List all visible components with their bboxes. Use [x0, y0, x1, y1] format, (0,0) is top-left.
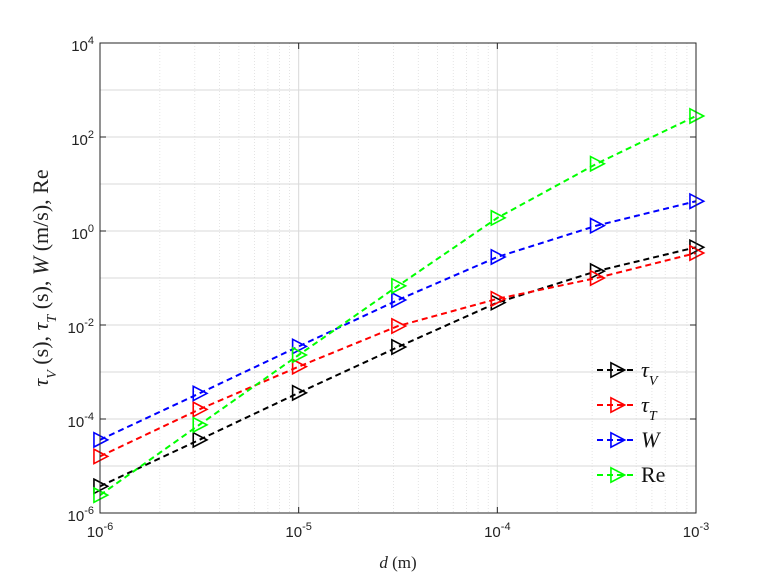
x-axis-label-var: d: [379, 553, 388, 572]
series-W: [93, 192, 706, 449]
legend-marker: [610, 431, 627, 449]
data-point: [391, 317, 408, 335]
data-point: [192, 431, 209, 449]
data-point: [291, 358, 309, 376]
x-tick-label: 10-6: [87, 521, 113, 541]
series-layer: [93, 107, 706, 504]
data-point: [490, 209, 507, 227]
y-tick-label: 10-4: [68, 411, 94, 431]
data-point: [192, 400, 209, 418]
y-tick-label: 10-2: [68, 317, 94, 337]
y-axis-label: τV (s), τT (s), W (m/s), Re: [28, 169, 60, 386]
legend-label: W: [641, 427, 661, 452]
x-tick-label: 10-4: [484, 521, 510, 541]
legend-item-W: W: [597, 427, 661, 452]
legend-item-τV: τV: [597, 357, 659, 389]
data-point: [391, 277, 408, 295]
data-point: [391, 291, 408, 309]
data-point: [589, 269, 607, 287]
y-tick-label: 100: [71, 223, 94, 243]
series-line-Re: [99, 115, 697, 496]
data-point: [689, 244, 706, 262]
series-Re: [93, 107, 706, 504]
legend-marker: [610, 466, 627, 484]
legend-marker: [610, 361, 627, 379]
series-τT: [93, 244, 706, 465]
plot-frame: [99, 42, 697, 514]
data-point: [93, 431, 110, 449]
series-line-τT: [99, 252, 697, 458]
data-point: [291, 384, 309, 402]
data-point: [391, 338, 408, 356]
legend-label: τV: [641, 357, 659, 389]
y-tick-label: 104: [71, 35, 94, 55]
data-point: [192, 384, 209, 402]
data-point: [192, 416, 209, 434]
data-point: [93, 447, 110, 465]
data-point: [689, 107, 706, 125]
data-point: [689, 192, 706, 210]
legend-item-Re: Re: [597, 462, 665, 487]
data-point: [291, 346, 309, 364]
data-point: [490, 248, 507, 266]
data-point: [93, 477, 110, 495]
x-tick-label: 10-3: [683, 521, 709, 541]
x-tick-label: 10-5: [285, 521, 311, 541]
y-tick-label: 10-6: [68, 505, 94, 525]
data-point: [589, 155, 607, 173]
data-point: [589, 217, 607, 235]
legend-marker: [610, 396, 627, 414]
series-line-τV: [99, 246, 697, 488]
x-axis-label-unit: (m): [388, 553, 417, 572]
legend-label: τT: [641, 392, 658, 424]
data-point: [291, 337, 309, 355]
legend-item-τT: τT: [597, 392, 658, 424]
y-tick-label: 102: [71, 129, 94, 149]
series-line-W: [99, 200, 697, 441]
data-point: [93, 486, 110, 504]
ticks: 10-6 10-5 10-4 10-3 10-6 10-4 10-2 100 102 104: [68, 35, 710, 541]
legend-label: Re: [641, 462, 665, 487]
x-axis-label: d (m): [379, 553, 416, 572]
data-point: [490, 290, 507, 308]
